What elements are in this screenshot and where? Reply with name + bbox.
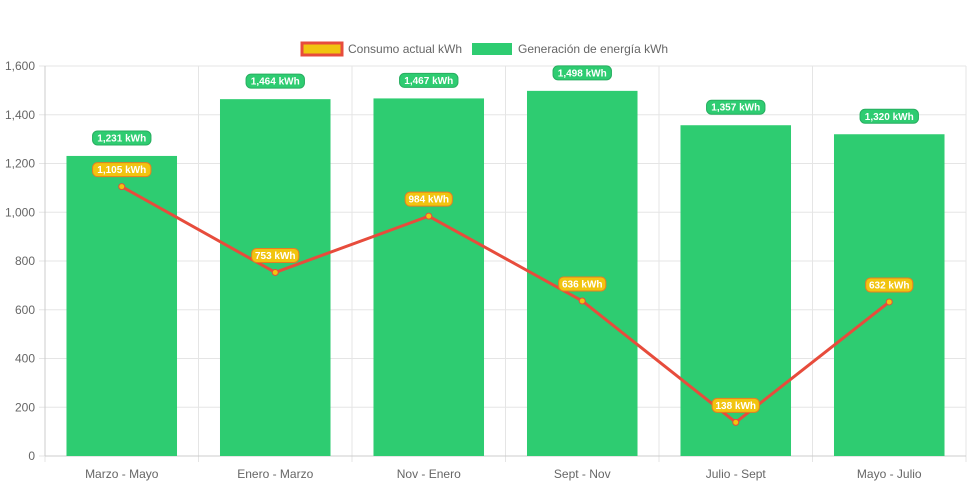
bar[interactable] <box>66 155 178 456</box>
line-data-label: 138 kWh <box>711 397 760 413</box>
line-data-label-text: 636 kWh <box>562 279 603 290</box>
line-data-label-background <box>558 276 607 292</box>
bar[interactable] <box>219 99 331 457</box>
line-point[interactable] <box>425 212 433 220</box>
bar[interactable] <box>833 134 945 456</box>
y-tick-label: 600 <box>15 303 35 317</box>
bar-data-label-text: 1,320 kWh <box>865 112 914 123</box>
line-data-label-text: 632 kWh <box>869 280 910 291</box>
bar-data-label: 1,464 kWh <box>245 73 305 89</box>
x-tick-label: Mayo - Julio <box>857 467 922 481</box>
x-axis: Marzo - Mayo Enero - Marzo Nov - Enero Sept… <box>45 455 966 481</box>
bar-data-label: 1,357 kWh <box>706 99 766 115</box>
y-tick-label: 1,000 <box>5 205 35 219</box>
grid <box>39 65 967 462</box>
bar-data-label-text: 1,498 kWh <box>558 68 607 79</box>
bar-data-label-background <box>859 108 919 124</box>
legend-item-generacion[interactable]: Generación de energía kWh <box>472 42 668 56</box>
bar-data-label: 1,231 kWh <box>92 130 152 146</box>
line-point[interactable] <box>118 183 126 191</box>
bar[interactable] <box>526 90 638 457</box>
x-tick-label: Julio - Sept <box>706 467 767 481</box>
bar-data-label-text: 1,464 kWh <box>251 77 300 88</box>
line-data-label-background <box>251 247 300 263</box>
line-data-label-text: 753 kWh <box>255 251 296 262</box>
line-data-label: 753 kWh <box>251 247 300 263</box>
bar-data-label: 1,498 kWh <box>552 65 612 81</box>
y-tick-label: 200 <box>15 400 35 414</box>
y-axis: 0 200 400 600 800 1,000 1,200 1,400 1,600 <box>5 59 46 463</box>
bar-data-label-text: 1,467 kWh <box>404 76 453 87</box>
bar[interactable] <box>373 98 485 456</box>
x-tick-label: Marzo - Mayo <box>85 467 159 481</box>
legend-label: Consumo actual kWh <box>348 42 462 56</box>
legend-label: Generación de energía kWh <box>518 42 668 56</box>
line-data-label: 1,105 kWh <box>92 162 152 178</box>
line-data-label-text: 138 kWh <box>715 401 756 412</box>
line-data-label-background <box>404 191 453 207</box>
line-data-label-background <box>711 397 760 413</box>
bar-data-label-background <box>92 130 152 146</box>
bar-data-label-background <box>706 99 766 115</box>
line-data-label: 984 kWh <box>404 191 453 207</box>
bar-data-label-text: 1,357 kWh <box>711 103 760 114</box>
data-labels: 1,231 kWh 1,464 kWh 1,467 kWh 1,498 kWh 1,35… <box>92 65 919 413</box>
line-data-label: 632 kWh <box>865 277 914 293</box>
y-tick-label: 1,400 <box>5 108 35 122</box>
line-data-label-text: 1,105 kWh <box>97 165 146 176</box>
line-point[interactable] <box>885 298 893 306</box>
line-data-label-background <box>92 162 152 178</box>
line-point[interactable] <box>578 297 586 305</box>
bar-data-label-background <box>245 73 305 89</box>
line-series <box>118 183 893 426</box>
x-tick-label: Enero - Marzo <box>237 467 313 481</box>
bar-data-label: 1,320 kWh <box>859 108 919 124</box>
legend-swatch <box>300 41 344 57</box>
x-tick-label: Nov - Enero <box>397 467 461 481</box>
y-tick-label: 1,200 <box>5 157 35 171</box>
bar-data-label-background <box>552 65 612 81</box>
line-point[interactable] <box>732 418 740 426</box>
legend-swatch <box>472 43 512 55</box>
line-data-label: 636 kWh <box>558 276 607 292</box>
line-data-label-background <box>865 277 914 293</box>
bar-data-label-text: 1,231 kWh <box>97 133 146 144</box>
x-tick-label: Sept - Nov <box>554 467 611 481</box>
y-tick-label: 400 <box>15 352 35 366</box>
bar-data-label-background <box>399 72 459 88</box>
legend[interactable]: Consumo actual kWh Generación de energía … <box>300 41 668 57</box>
line-data-label-text: 984 kWh <box>408 195 449 206</box>
y-tick-label: 0 <box>28 449 35 463</box>
line-point[interactable] <box>271 268 279 276</box>
y-tick-label: 800 <box>15 254 35 268</box>
line-path <box>121 185 891 424</box>
y-tick-label: 1,600 <box>5 59 35 73</box>
bar-data-label: 1,467 kWh <box>399 72 459 88</box>
legend-item-consumo[interactable]: Consumo actual kWh <box>300 41 462 57</box>
